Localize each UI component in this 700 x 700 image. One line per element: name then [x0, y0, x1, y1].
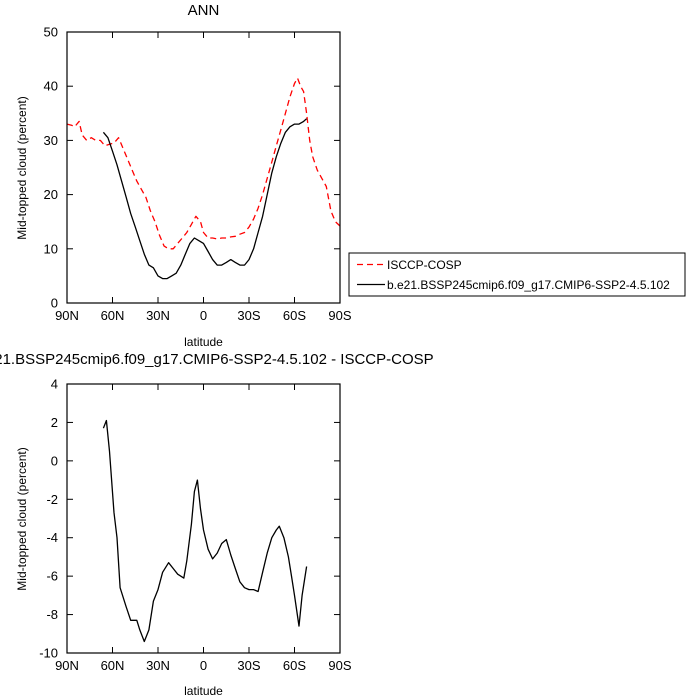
bottom-chart-frame	[66, 383, 341, 654]
bottom-chart-title: b.e21.BSSP245cmip6.f09_g17.CMIP6-SSP2-4.…	[0, 351, 434, 368]
x-tick-label: 60S	[283, 658, 306, 673]
y-tick-label: -10	[39, 646, 58, 661]
top-chart-panel: ANN latitude Mid-topped cloud (percent) …	[15, 2, 352, 349]
top-chart-ticks: 90N 60N 30N 0 30S 60S 90S 0 10 20 30 40 50	[44, 25, 352, 324]
legend-box	[348, 252, 686, 297]
y-tick-label: -6	[46, 569, 58, 584]
y-tick-label: 0	[51, 296, 58, 311]
legend: ISCCP-COSP b.e21.BSSP245cmip6.f09_g17.CM…	[348, 252, 686, 297]
top-chart-title: ANN	[188, 2, 220, 19]
bottom-chart-xlabel: latitude	[184, 684, 223, 698]
x-tick-label: 30N	[146, 658, 170, 673]
y-tick-label: 0	[51, 453, 58, 468]
top-chart-series	[66, 77, 341, 280]
legend-label-model: b.e21.BSSP245cmip6.f09_g17.CMIP6-SSP2-4.…	[387, 278, 670, 292]
top-chart-frame	[66, 31, 341, 304]
y-tick-label: -8	[46, 607, 58, 622]
x-tick-label: 90S	[328, 658, 351, 673]
x-tick-label: 60S	[283, 308, 306, 323]
y-tick-label: 50	[44, 25, 58, 40]
bottom-chart-ylabel: Mid-topped cloud (percent)	[15, 447, 29, 590]
x-tick-label: 30S	[237, 658, 260, 673]
x-tick-label: 0	[200, 308, 207, 323]
x-tick-label: 90N	[55, 658, 79, 673]
y-tick-label: 40	[44, 79, 58, 94]
top-chart-xlabel: latitude	[184, 335, 223, 349]
x-tick-label: 0	[200, 658, 207, 673]
bottom-chart-series	[102, 419, 308, 643]
x-tick-label: 30N	[146, 308, 170, 323]
x-tick-label: 30S	[237, 308, 260, 323]
y-tick-label: 20	[44, 187, 58, 202]
legend-label-isccp: ISCCP-COSP	[387, 258, 462, 272]
y-tick-label: 30	[44, 133, 58, 148]
series-line-0	[66, 77, 341, 250]
series-line-0	[102, 419, 308, 643]
bottom-chart-ticks: 90N 60N 30N 0 30S 60S 90S -10 -8 -6 -4 -2 0 2 4	[39, 377, 352, 674]
y-tick-label: 4	[51, 377, 58, 392]
x-tick-label: 60N	[101, 658, 125, 673]
series-line-1	[102, 118, 308, 280]
y-tick-label: 10	[44, 241, 58, 256]
bottom-chart-panel: b.e21.BSSP245cmip6.f09_g17.CMIP6-SSP2-4.…	[0, 351, 434, 698]
y-tick-label: -2	[46, 492, 58, 507]
x-tick-label: 60N	[101, 308, 125, 323]
x-tick-label: 90S	[328, 308, 351, 323]
top-chart-ylabel: Mid-topped cloud (percent)	[15, 96, 29, 239]
y-tick-label: 2	[51, 415, 58, 430]
y-tick-label: -4	[46, 530, 58, 545]
x-tick-label: 90N	[55, 308, 79, 323]
